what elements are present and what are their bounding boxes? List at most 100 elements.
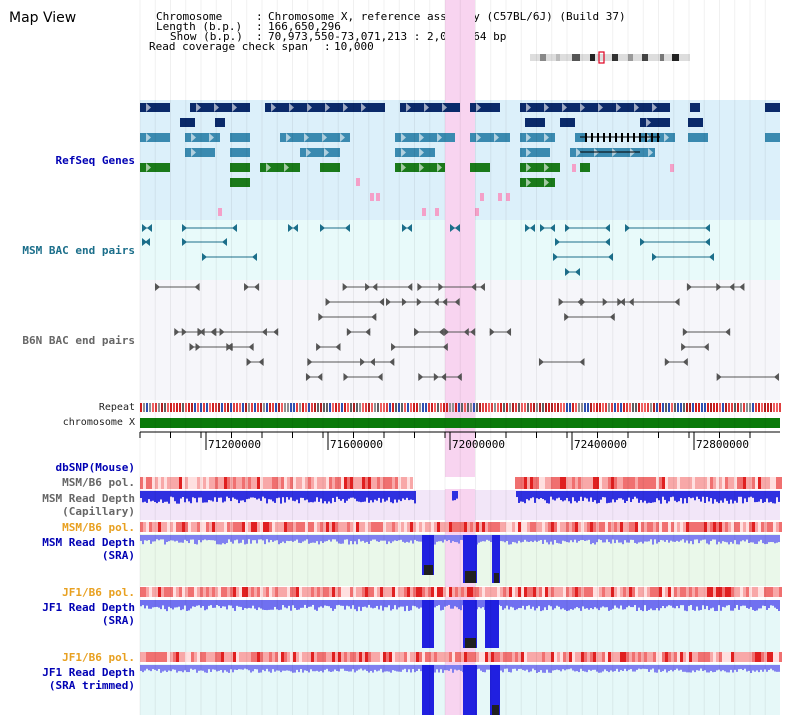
track-label-msm-read-depth-cap[interactable]: MSM Read Depth [42,492,135,505]
track-label-msm-read-depth-sra-sub: (SRA) [101,549,135,562]
polymorphism-cell [584,477,587,489]
refseq-gene [765,133,780,142]
depth-bar [348,665,350,672]
polymorphism-cell [476,477,479,489]
polymorphism-cell [515,522,518,532]
polymorphism-cell [467,477,470,489]
depth-bar [282,665,284,671]
depth-bar [154,491,156,503]
depth-bar [738,491,740,497]
track-label-jf1-b6-pol-1[interactable]: JF1/B6 pol. [62,586,135,599]
track-label-jf1-read-depth-sra[interactable]: JF1 Read Depth [42,601,135,614]
track-label-dbsnp[interactable]: dbSNP(Mouse) [55,461,135,474]
polymorphism-cell [353,587,356,597]
depth-bar [206,665,208,673]
polymorphism-cell [200,652,203,662]
polymorphism-cell [359,477,362,489]
polymorphism-cell [314,522,317,532]
polymorphism-cell [233,652,236,662]
polymorphism-cell [278,652,281,662]
refseq-strand-arrow [526,148,531,157]
track-label-msm-b6-pol-2[interactable]: MSM/B6 pol. [62,521,135,534]
polymorphism-cell [518,522,521,532]
depth-bar [446,535,448,542]
polymorphism-cell [554,587,557,597]
depth-bar [306,600,308,609]
polymorphism-cell [434,522,437,532]
depth-bar [362,535,364,541]
depth-bar [180,535,182,543]
depth-bar [442,665,444,673]
depth-bar [166,491,168,502]
polymorphism-cell [419,522,422,532]
polymorphism-cell [395,587,398,597]
depth-bar [266,491,268,504]
depth-bar [456,491,458,499]
track-label-msm-bac[interactable]: MSM BAC end pairs [22,244,135,257]
depth-bar [332,491,334,498]
depth-bar [402,535,404,542]
depth-bar [636,491,638,499]
polymorphism-cell [740,477,743,489]
polymorphism-cell [743,587,746,597]
track-label-msm-b6-pol-1[interactable]: MSM/B6 pol. [62,476,135,489]
polymorphism-cell [740,652,743,662]
track-label-refseq[interactable]: RefSeq Genes [55,154,135,167]
depth-bar [748,600,750,609]
depth-bar [292,665,294,673]
polymorphism-cell [599,652,602,662]
depth-bar [532,491,534,498]
depth-bar [778,535,780,543]
refseq-gene [470,103,500,112]
depth-bar [254,491,256,498]
polymorphism-cell [194,522,197,532]
polymorphism-cell [638,652,641,662]
refseq-gene [230,148,250,157]
polymorphism-cell [185,652,188,662]
depth-bar [158,535,160,541]
track-label-jf1-b6-pol-2[interactable]: JF1/B6 pol. [62,651,135,664]
polymorphism-cell [761,587,764,597]
track-label-jf1-read-depth-trim[interactable]: JF1 Read Depth [42,666,135,679]
depth-bar [410,535,412,541]
depth-bar [382,600,384,611]
depth-bar [572,491,574,498]
depth-bar [478,665,480,669]
polymorphism-cell [668,652,671,662]
depth-bar [288,491,290,500]
depth-bar [164,535,166,545]
track-label-msm-read-depth-sra[interactable]: MSM Read Depth [42,536,135,549]
depth-bar [740,491,742,497]
polymorphism-cell [626,477,629,489]
depth-bar [698,665,700,671]
depth-bar [776,491,778,498]
depth-bar [658,491,660,501]
refseq-strand-arrow [214,103,219,112]
polymorphism-cell [317,477,320,489]
track-label-b6n-bac[interactable]: B6N BAC end pairs [22,334,135,347]
polymorphism-cell [686,587,689,597]
depth-bar [686,600,688,612]
polymorphism-cell [752,522,755,532]
depth-bar [276,665,278,671]
depth-bar [266,665,268,669]
depth-bar [744,491,746,499]
depth-bar [680,491,682,498]
polymorphism-cell [425,652,428,662]
depth-bar [546,600,548,611]
repeat-element [188,403,190,412]
depth-bar [638,600,640,608]
depth-bar [276,491,278,499]
ideogram-band [628,54,633,61]
depth-bar [736,665,738,672]
depth-bar [454,665,456,670]
depth-bar [240,535,242,543]
polymorphism-cell [260,587,263,597]
depth-bar [392,600,394,610]
depth-bar [438,665,440,673]
polymorphism-cell [692,587,695,597]
depth-bar [702,665,704,672]
depth-bar [232,665,234,673]
depth-bar [390,535,392,544]
depth-bar [672,491,674,497]
